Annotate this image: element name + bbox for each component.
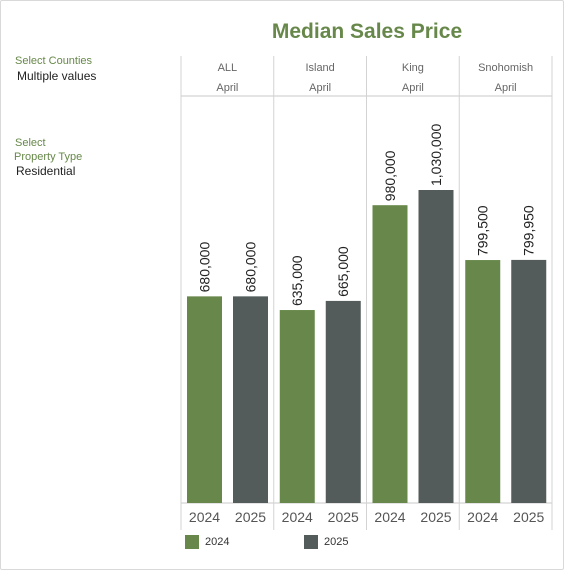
property-type-label-line2: Property Type — [14, 151, 83, 163]
bar-all-2025 — [233, 296, 268, 503]
data-label: 980,000 — [382, 150, 398, 201]
year-tick-label: 2024 — [374, 509, 405, 525]
group-period-label: April — [495, 82, 517, 94]
year-tick-label: 2024 — [467, 509, 498, 525]
data-label: 799,500 — [475, 205, 491, 256]
legend-swatch-2025 — [304, 535, 318, 549]
bar-king-2025 — [418, 190, 454, 503]
group-period-label: April — [309, 82, 331, 94]
legend-label-2024: 2024 — [205, 536, 230, 548]
legend-swatch-2024 — [185, 535, 199, 549]
chart-title: Median Sales Price — [271, 20, 463, 43]
group-name-label: King — [402, 62, 424, 74]
year-tick-label: 2025 — [235, 509, 266, 525]
group-name-label: ALL — [218, 62, 238, 74]
counties-filter-value[interactable]: Multiple values — [17, 69, 97, 83]
bar-all-2024 — [187, 296, 222, 503]
bar-king-2024 — [372, 205, 408, 504]
data-label: 680,000 — [243, 242, 259, 293]
group-period-label: April — [402, 82, 424, 94]
data-label: 799,950 — [521, 205, 537, 256]
year-tick-label: 2025 — [420, 509, 451, 525]
bar-island-2024 — [279, 310, 315, 503]
legend-label-2025: 2025 — [324, 536, 349, 548]
year-tick-label: 2024 — [282, 509, 313, 525]
data-label: 635,000 — [289, 255, 305, 306]
data-label: 680,000 — [197, 242, 213, 293]
year-tick-label: 2024 — [189, 509, 220, 525]
year-tick-label: 2025 — [513, 509, 544, 525]
property-type-label-line1: Select — [15, 137, 46, 149]
legend-item-2025[interactable]: 2025 — [304, 535, 348, 549]
year-tick-label: 2025 — [328, 509, 359, 525]
data-label: 665,000 — [335, 246, 351, 297]
group-name-label: Island — [305, 62, 334, 74]
group-period-label: April — [216, 82, 238, 94]
counties-filter-label: Select Counties — [15, 55, 93, 67]
bar-snohomish-2024 — [465, 260, 501, 503]
bar-snohomish-2025 — [511, 259, 547, 503]
group-name-label: Snohomish — [478, 62, 533, 74]
bar-island-2025 — [325, 300, 361, 503]
legend-item-2024[interactable]: 2024 — [185, 535, 229, 549]
data-label: 1,030,000 — [428, 124, 444, 186]
property-type-value[interactable]: Residential — [16, 164, 76, 178]
